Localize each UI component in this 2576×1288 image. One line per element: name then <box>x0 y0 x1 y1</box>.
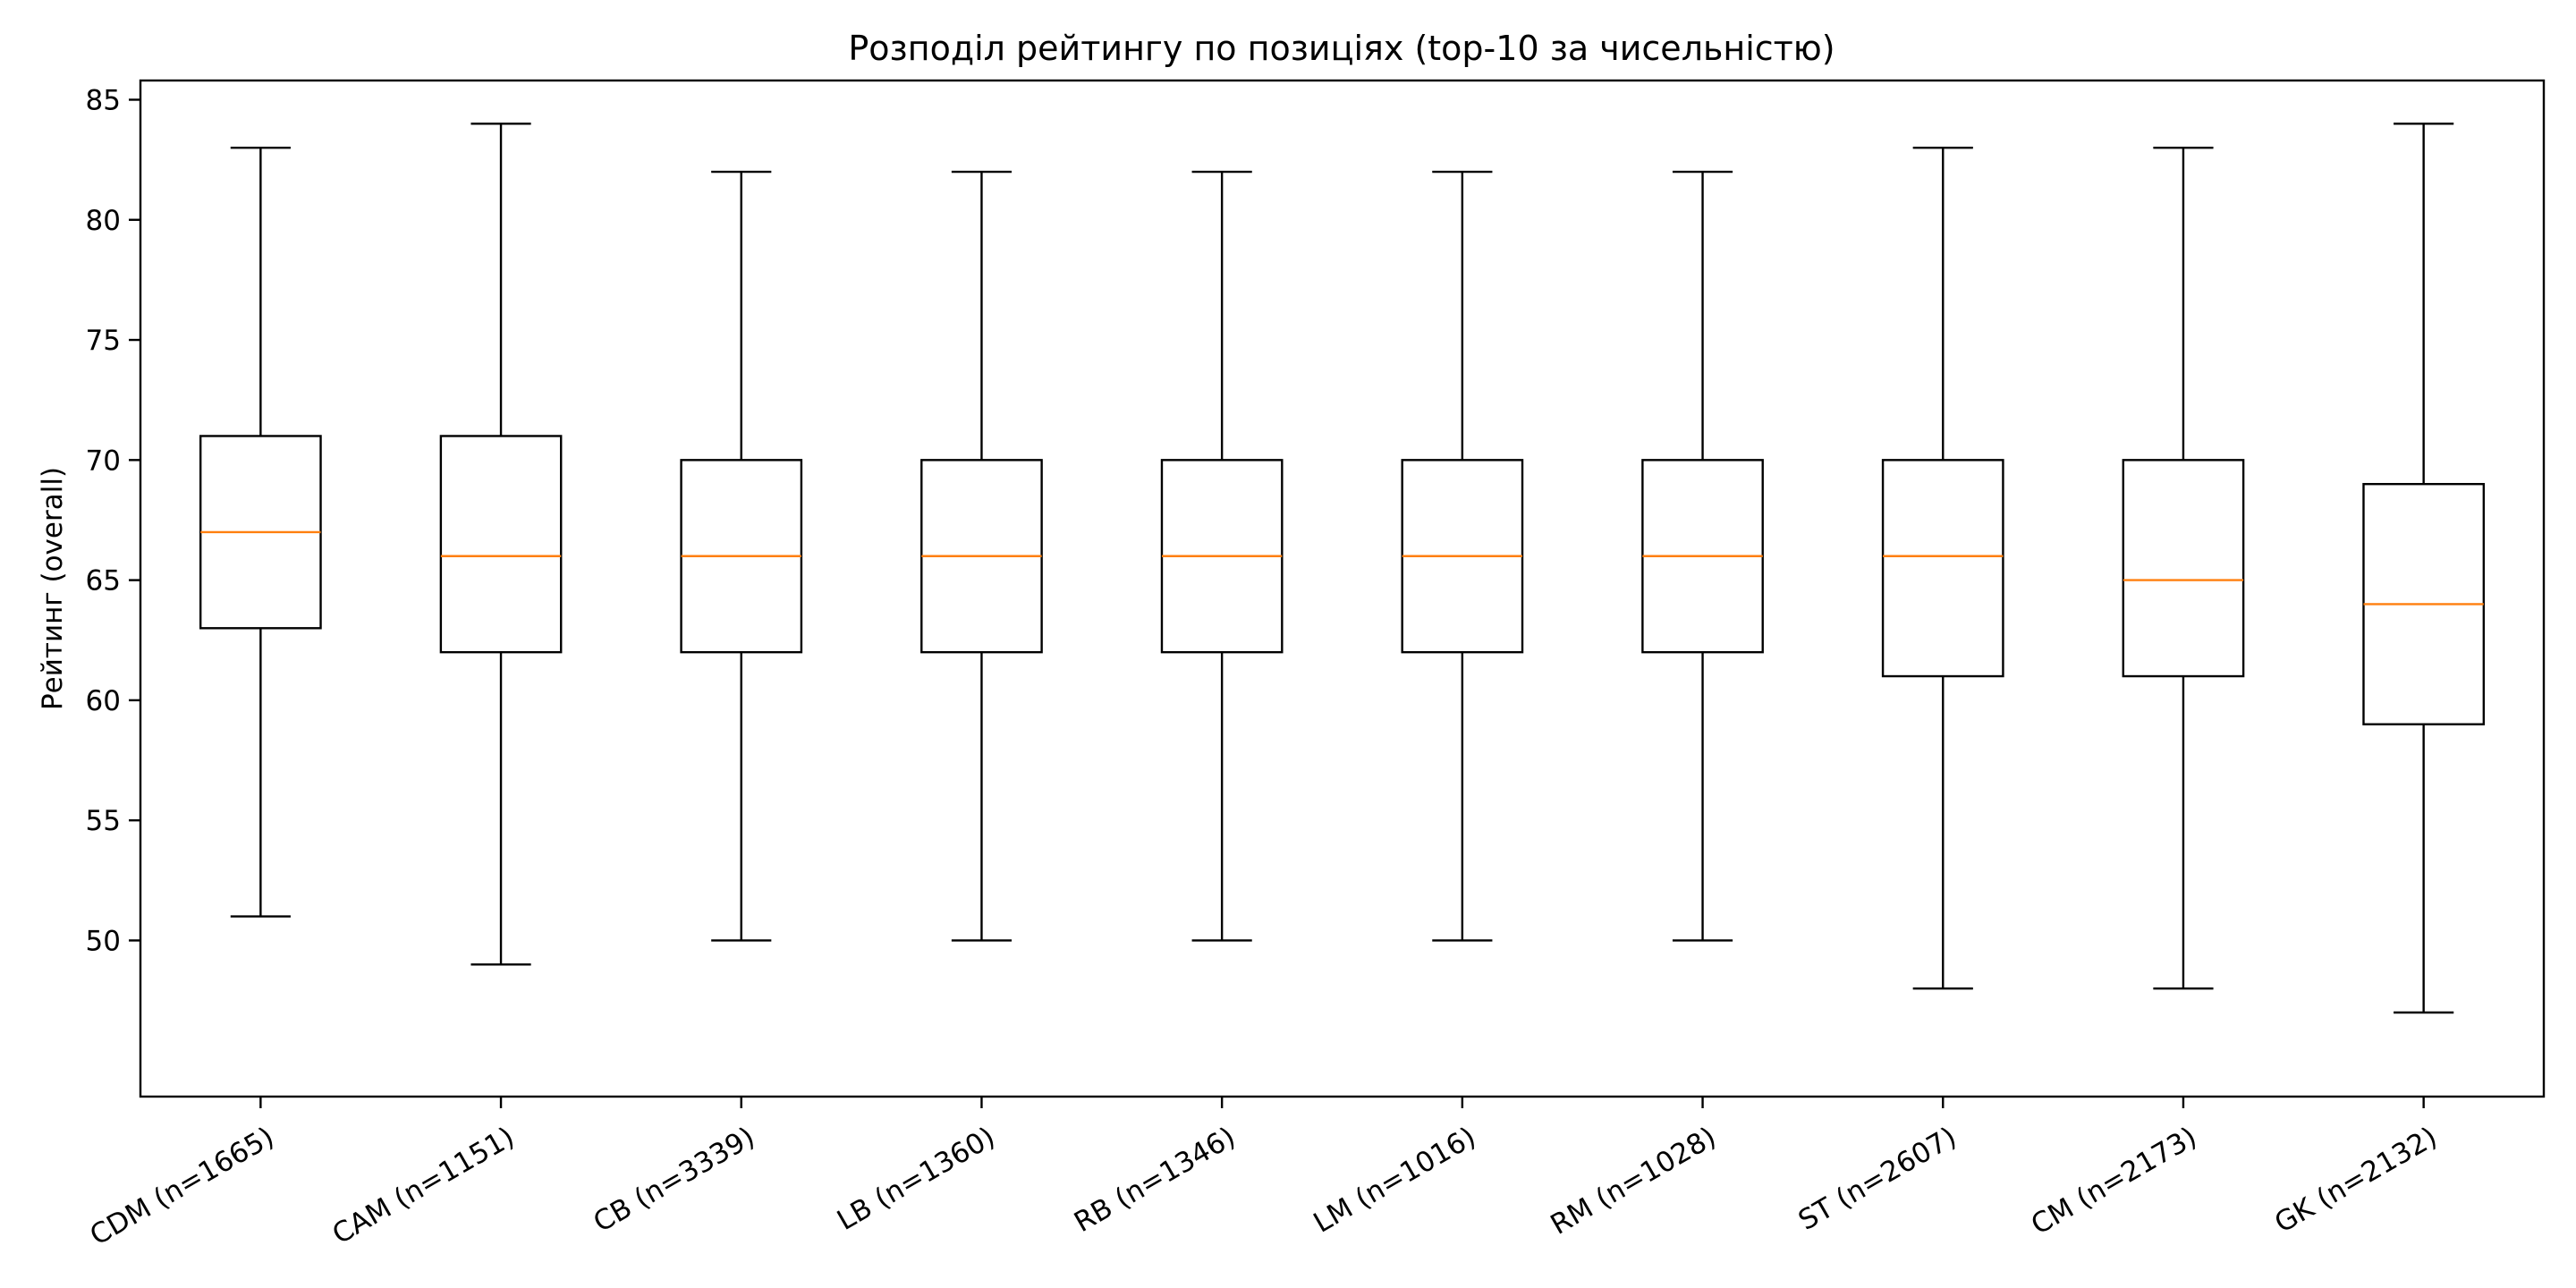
box-iqr <box>2122 459 2245 678</box>
y-tick-label: 70 <box>86 445 121 477</box>
y-tick-label: 75 <box>86 325 121 357</box>
box-iqr <box>439 435 563 654</box>
y-tick-label: 60 <box>86 685 121 717</box>
y-tick-label: 65 <box>86 565 121 597</box>
y-tick-label: 55 <box>86 805 121 837</box>
y-tick-label: 80 <box>86 205 121 237</box>
y-axis-label: Рейтинг (overall) <box>37 467 69 710</box>
y-tick-label: 50 <box>86 925 121 957</box>
axes-frame <box>139 79 2546 1098</box>
y-tick-label: 85 <box>86 84 121 116</box>
chart-title: Розподіл рейтингу по позиціях (top-10 за… <box>848 29 1835 68</box>
box-iqr <box>1881 459 2004 678</box>
